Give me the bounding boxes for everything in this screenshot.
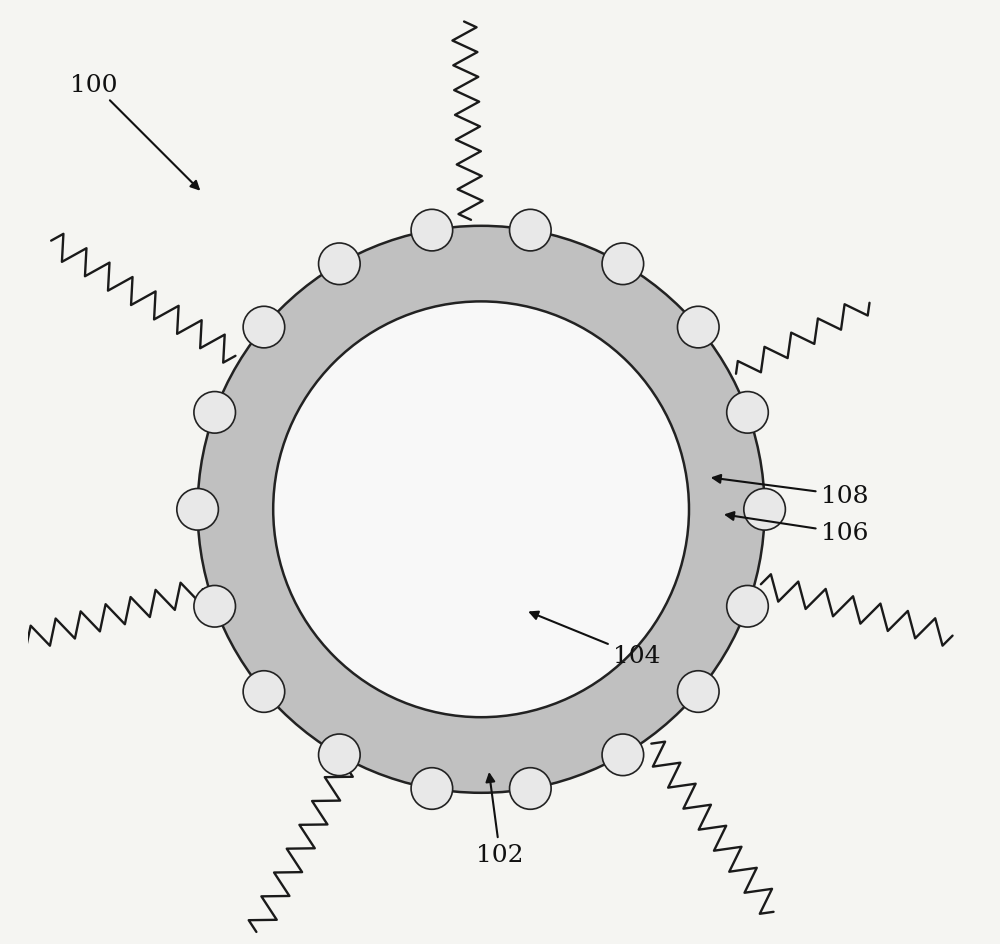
Circle shape	[319, 734, 360, 776]
Circle shape	[177, 489, 218, 531]
Circle shape	[677, 671, 719, 713]
Circle shape	[194, 392, 235, 433]
Circle shape	[602, 734, 644, 776]
Circle shape	[602, 244, 644, 285]
Text: 100: 100	[70, 74, 199, 190]
Text: 106: 106	[726, 513, 869, 545]
Circle shape	[744, 489, 785, 531]
Text: 108: 108	[713, 476, 869, 507]
Circle shape	[243, 307, 285, 348]
Circle shape	[198, 227, 765, 793]
Circle shape	[727, 392, 768, 433]
Text: 104: 104	[530, 612, 661, 667]
Circle shape	[194, 586, 235, 628]
Circle shape	[510, 211, 551, 252]
Circle shape	[411, 767, 453, 809]
Circle shape	[411, 211, 453, 252]
Circle shape	[510, 767, 551, 809]
Text: 102: 102	[476, 774, 524, 866]
Circle shape	[727, 586, 768, 628]
Circle shape	[243, 671, 285, 713]
Circle shape	[319, 244, 360, 285]
Circle shape	[677, 307, 719, 348]
Circle shape	[273, 302, 689, 717]
